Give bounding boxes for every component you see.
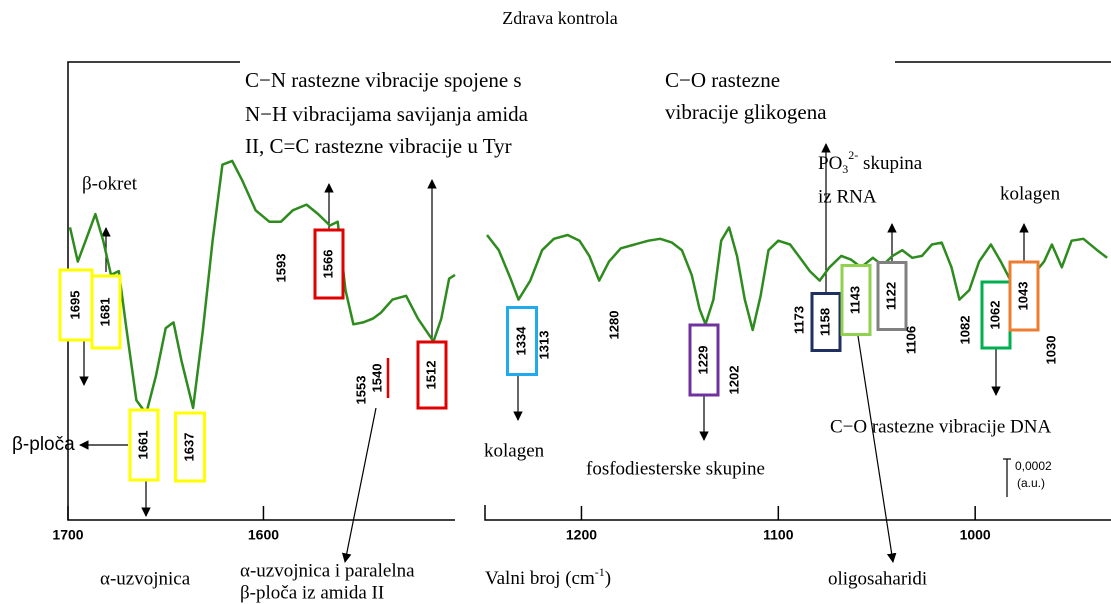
peak-label: 1158 xyxy=(817,308,832,336)
subscript: 3 xyxy=(842,162,848,176)
superscript: -1 xyxy=(595,565,605,579)
peak-label: 1030 xyxy=(1043,336,1058,365)
peak-label: 1566 xyxy=(320,250,335,279)
annotation: β-ploča xyxy=(12,434,75,455)
spectrum xyxy=(68,159,456,415)
annotation: C−O rastezne vibracije DNA xyxy=(830,416,1051,437)
peak-label: 1661 xyxy=(135,431,150,460)
peak-label: 1106 xyxy=(903,326,918,354)
scale-unit: (a.u.) xyxy=(1017,476,1045,490)
peak-box xyxy=(506,306,538,376)
text: ) xyxy=(605,568,611,589)
right-axis xyxy=(484,505,1111,521)
peak-label: 1553 xyxy=(353,376,368,405)
peak-box xyxy=(90,274,122,350)
peak-label: 1637 xyxy=(181,433,196,462)
peak-box xyxy=(174,411,206,483)
peak-label: 1280 xyxy=(606,311,621,340)
text: Valni broj (cm xyxy=(485,568,595,589)
peak-label: 1062 xyxy=(987,301,1002,330)
peak-box xyxy=(416,340,448,410)
annotation: vibracije glikogena xyxy=(665,100,827,124)
annotation: β-okret xyxy=(82,173,138,194)
peak-box xyxy=(810,292,842,352)
peak-label: 1122 xyxy=(883,282,898,310)
annotation: oligosaharidi xyxy=(828,568,927,589)
peak-label: 1695 xyxy=(67,291,82,320)
text: skupina xyxy=(858,153,922,174)
peak-box xyxy=(840,264,872,336)
left-frame xyxy=(67,61,455,521)
arrow xyxy=(341,407,377,563)
peak-box xyxy=(1008,260,1040,332)
x-tick-label: 1000 xyxy=(960,527,991,543)
annotation: fosfodiesterske skupine xyxy=(586,458,765,479)
annotation: β-ploča iz amida II xyxy=(240,582,384,603)
x-tick-label: 1700 xyxy=(52,527,83,543)
annotation: α-uzvojnica i paralelna xyxy=(240,560,415,581)
peak-label: 1143 xyxy=(847,286,862,314)
peak-label: 1512 xyxy=(423,361,438,390)
annotation: kolagen xyxy=(1000,183,1061,204)
peak-label: 1173 xyxy=(791,306,806,334)
annotation: N−H vibracijama savijanja amida xyxy=(245,102,529,126)
x-tick-label: 1100 xyxy=(763,527,794,543)
x-tick-label: 1600 xyxy=(248,527,279,543)
peak-label: 1082 xyxy=(957,316,972,345)
frame xyxy=(67,61,1111,521)
peak-label: 1202 xyxy=(726,366,741,395)
annotation: kolagen xyxy=(484,440,545,461)
annotation: iz RNA xyxy=(818,186,877,207)
peak-label: 1334 xyxy=(513,326,528,356)
peak-box xyxy=(313,228,345,300)
title: Zdrava kontrola xyxy=(502,8,617,28)
peak-box xyxy=(876,261,908,331)
peak-box xyxy=(128,408,160,482)
peak-box xyxy=(58,268,94,342)
annotation: PO32- skupina xyxy=(818,148,923,176)
peak-label: 1313 xyxy=(536,331,551,360)
x-tick-label: 1200 xyxy=(566,527,597,543)
peak-label: 1229 xyxy=(695,346,710,375)
annotation: II, C=C rastezne vibracije u Tyr xyxy=(245,134,512,158)
peak-label: 1540 xyxy=(369,364,384,393)
peak-box xyxy=(688,323,720,397)
scale-label: 0,0002 xyxy=(1015,459,1052,473)
arrows xyxy=(79,143,1029,563)
x-axis-label: Valni broj (cm-1) xyxy=(485,565,611,590)
superscript: 2- xyxy=(848,148,858,162)
text: PO xyxy=(818,153,842,174)
arrow xyxy=(857,335,897,563)
peak-label: 1043 xyxy=(1015,282,1030,311)
peak-label: 1593 xyxy=(273,254,288,283)
annotation: α-uzvojnica xyxy=(100,568,191,589)
peak-label: 1681 xyxy=(97,298,112,327)
annotation: C−N rastezne vibracije spojene s xyxy=(245,68,522,92)
spectrum xyxy=(486,226,1108,332)
annotation: C−O rastezne xyxy=(665,68,780,92)
